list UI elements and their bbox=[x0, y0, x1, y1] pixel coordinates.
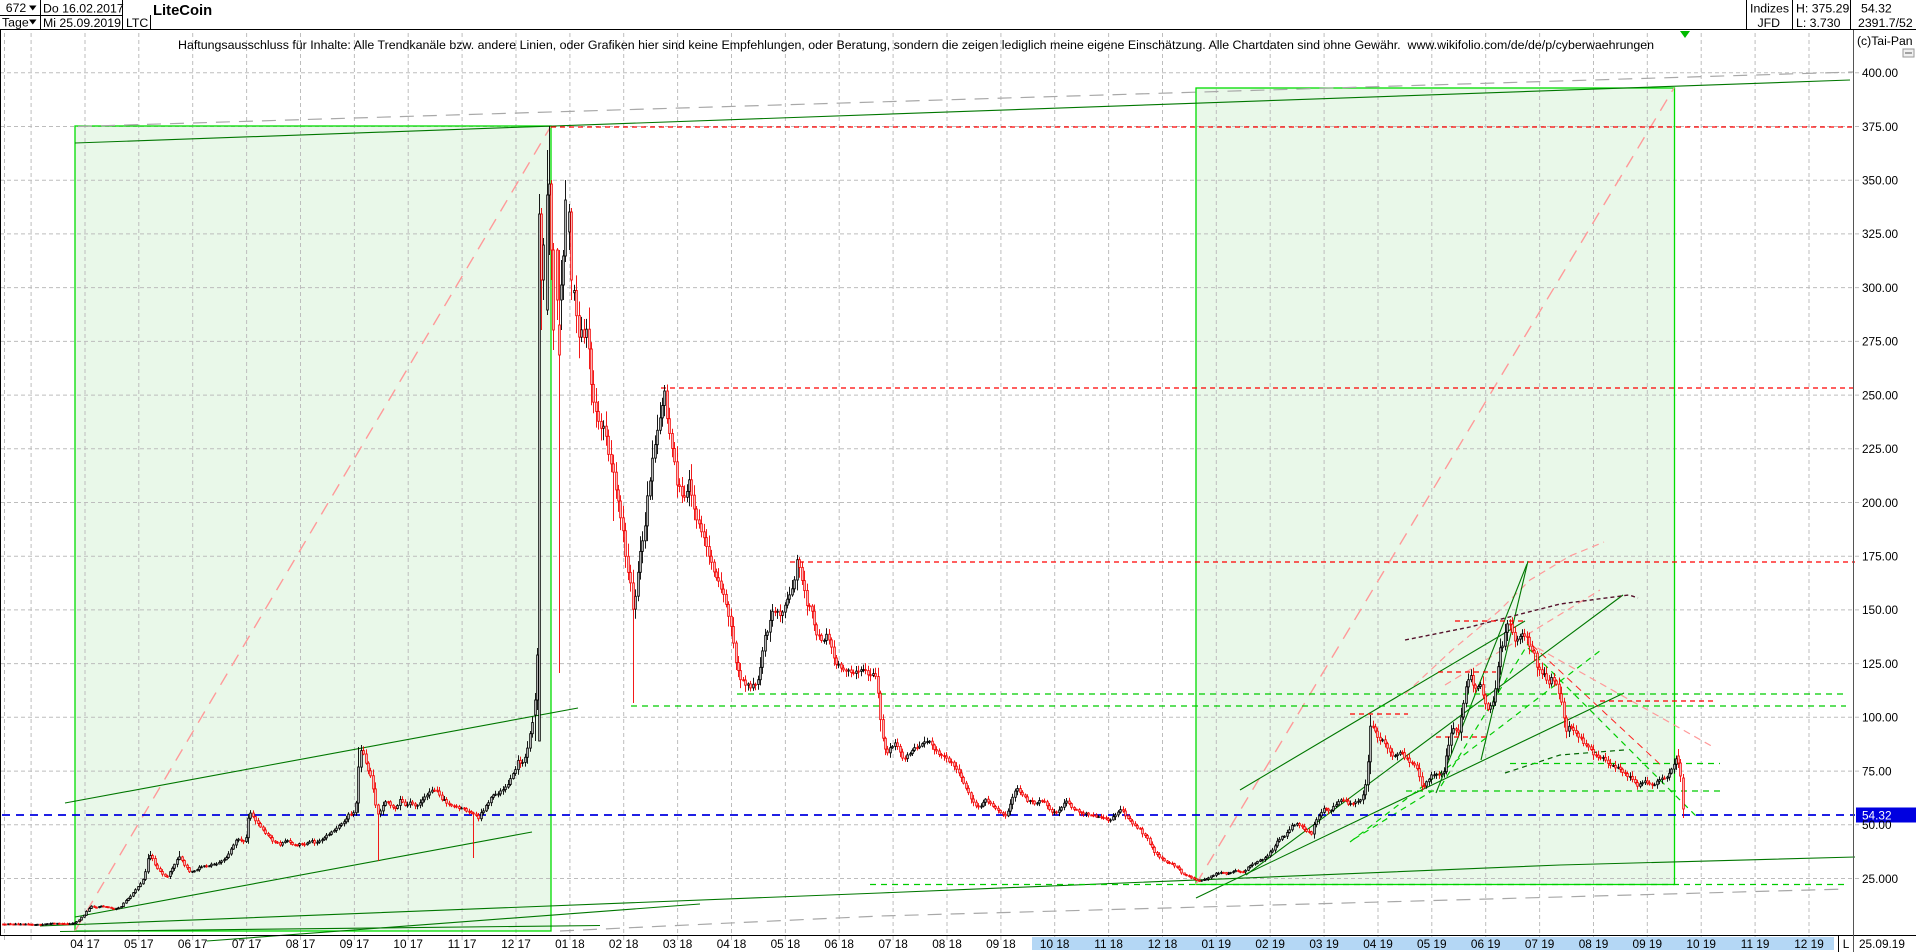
svg-text:375.00: 375.00 bbox=[1862, 120, 1899, 134]
svg-text:03 19: 03 19 bbox=[1309, 937, 1339, 951]
svg-text:08 18: 08 18 bbox=[932, 937, 962, 951]
svg-text:LiteCoin: LiteCoin bbox=[153, 3, 212, 19]
svg-text:04 17: 04 17 bbox=[70, 937, 100, 951]
svg-text:07 17: 07 17 bbox=[232, 937, 262, 951]
svg-text:25.09.19: 25.09.19 bbox=[1859, 937, 1905, 951]
svg-text:50.00: 50.00 bbox=[1862, 818, 1892, 832]
svg-text:2391.7/52: 2391.7/52 bbox=[1858, 16, 1913, 30]
svg-text:54.32: 54.32 bbox=[1861, 2, 1892, 16]
svg-text:325.00: 325.00 bbox=[1862, 227, 1899, 241]
svg-text:11 19: 11 19 bbox=[1741, 937, 1770, 951]
svg-text:Tage: Tage bbox=[2, 16, 29, 30]
svg-text:01 19: 01 19 bbox=[1202, 937, 1232, 951]
svg-text:672: 672 bbox=[6, 1, 27, 15]
svg-text:(c)Tai-Pan: (c)Tai-Pan bbox=[1857, 34, 1913, 48]
svg-text:250.00: 250.00 bbox=[1862, 388, 1899, 402]
svg-text:Mi 25.09.2019: Mi 25.09.2019 bbox=[43, 16, 121, 30]
svg-text:06 17: 06 17 bbox=[178, 937, 208, 951]
svg-text:12 19: 12 19 bbox=[1794, 937, 1824, 951]
svg-text:11 18: 11 18 bbox=[1094, 937, 1123, 951]
svg-text:54.32: 54.32 bbox=[1862, 808, 1892, 822]
svg-text:H: 375.29: H: 375.29 bbox=[1796, 2, 1849, 16]
svg-text:10 19: 10 19 bbox=[1686, 937, 1716, 951]
svg-text:06 18: 06 18 bbox=[824, 937, 854, 951]
svg-text:JFD: JFD bbox=[1757, 16, 1780, 30]
svg-text:275.00: 275.00 bbox=[1862, 335, 1899, 349]
svg-text:Indizes: Indizes bbox=[1750, 2, 1789, 16]
svg-text:25.000: 25.000 bbox=[1862, 872, 1899, 886]
svg-text:05 17: 05 17 bbox=[124, 937, 154, 951]
svg-text:75.00: 75.00 bbox=[1862, 764, 1892, 778]
svg-text:05 19: 05 19 bbox=[1417, 937, 1447, 951]
svg-text:12 18: 12 18 bbox=[1148, 937, 1178, 951]
svg-text:12 17: 12 17 bbox=[501, 937, 531, 951]
svg-text:06 19: 06 19 bbox=[1471, 937, 1501, 951]
svg-text:10 18: 10 18 bbox=[1040, 937, 1070, 951]
svg-text:08 17: 08 17 bbox=[286, 937, 316, 951]
svg-text:10 17: 10 17 bbox=[393, 937, 423, 951]
svg-text:04 18: 04 18 bbox=[717, 937, 747, 951]
svg-text:01 18: 01 18 bbox=[555, 937, 585, 951]
svg-text:08 19: 08 19 bbox=[1579, 937, 1609, 951]
svg-text:225.00: 225.00 bbox=[1862, 442, 1899, 456]
svg-text:125.00: 125.00 bbox=[1862, 657, 1899, 671]
svg-text:07 18: 07 18 bbox=[878, 937, 908, 951]
svg-text:150.00: 150.00 bbox=[1862, 603, 1899, 617]
svg-text:04 19: 04 19 bbox=[1363, 937, 1393, 951]
svg-text:Do 16.02.2017: Do 16.02.2017 bbox=[43, 2, 124, 16]
svg-text:LTC: LTC bbox=[126, 16, 148, 30]
svg-text:L: L bbox=[1843, 937, 1850, 951]
svg-text:09 17: 09 17 bbox=[340, 937, 370, 951]
svg-text:07 19: 07 19 bbox=[1525, 937, 1555, 951]
svg-text:200.00: 200.00 bbox=[1862, 496, 1899, 510]
svg-text:175.00: 175.00 bbox=[1862, 550, 1899, 564]
svg-text:L: 3.730: L: 3.730 bbox=[1796, 16, 1841, 30]
svg-text:Haftungsausschluss für Inhalte: Haftungsausschluss für Inhalte: Alle Tre… bbox=[178, 38, 1654, 52]
svg-text:02 18: 02 18 bbox=[609, 937, 639, 951]
svg-text:03 18: 03 18 bbox=[663, 937, 693, 951]
svg-text:09 18: 09 18 bbox=[986, 937, 1016, 951]
svg-text:350.00: 350.00 bbox=[1862, 174, 1899, 188]
svg-text:300.00: 300.00 bbox=[1862, 281, 1899, 295]
svg-text:400.00: 400.00 bbox=[1862, 66, 1899, 80]
svg-text:05 18: 05 18 bbox=[771, 937, 801, 951]
svg-text:100.00: 100.00 bbox=[1862, 711, 1899, 725]
svg-text:02 19: 02 19 bbox=[1255, 937, 1285, 951]
svg-text:11 17: 11 17 bbox=[448, 937, 477, 951]
svg-text:09 19: 09 19 bbox=[1633, 937, 1663, 951]
